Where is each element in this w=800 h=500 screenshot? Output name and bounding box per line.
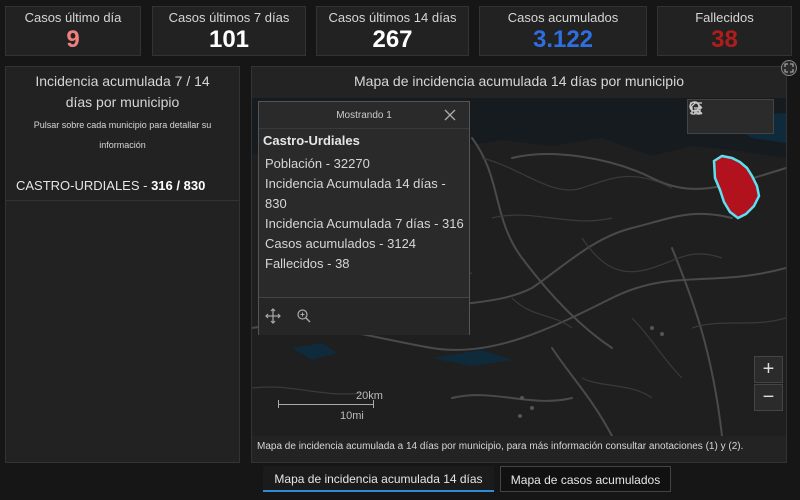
kpi-label: Casos últimos 14 días [328, 10, 457, 25]
home-button[interactable] [689, 100, 744, 133]
kpi-card-deaths: Fallecidos 38 [657, 6, 792, 56]
municipality-list-item[interactable]: CASTRO-URDIALES - 316 / 830 [16, 178, 205, 193]
popup-attribute: Fallecidos - 38 [265, 256, 350, 271]
feature-popup: Mostrando 1 Castro-Urdiales Población - … [258, 101, 470, 335]
home-icon [689, 101, 703, 115]
kpi-card-last-7-days: Casos últimos 7 días 101 [152, 6, 306, 56]
popup-attribute: Casos acumulados - 3124 [265, 236, 417, 251]
kpi-card-last-day: Casos último día 9 [5, 6, 141, 56]
kpi-label: Casos último día [24, 10, 122, 25]
kpi-card-last-14-days: Casos últimos 14 días 267 [316, 6, 469, 56]
popup-header: Mostrando 1 [259, 102, 469, 129]
expand-button[interactable] [781, 60, 797, 76]
kpi-value: 9 [66, 26, 80, 53]
popup-attribute: Población - 32270 [265, 156, 370, 171]
map-title: Mapa de incidencia acumulada 14 días por… [354, 73, 684, 89]
kpi-value: 3.122 [532, 26, 594, 53]
popup-attributes: Población - 32270 Incidencia Acumulada 1… [265, 154, 469, 274]
kpi-label: Casos últimos 7 días [168, 10, 290, 25]
scale-km-label: 20km [356, 390, 383, 402]
popup-title: Castro-Urdiales [263, 133, 360, 148]
scale-mi-label: 10mi [340, 410, 364, 422]
popup-attribute: Incidencia Acumulada 7 días - 316 [265, 216, 464, 231]
close-icon[interactable] [442, 107, 458, 123]
map-caption: Mapa de incidencia acumulada a 14 días p… [257, 441, 744, 452]
kpi-value: 38 [711, 26, 738, 53]
municipality-list-panel: Incidencia acumulada 7 / 14 días por mun… [5, 66, 240, 201]
kpi-value: 267 [372, 26, 413, 53]
municipality-name: CASTRO-URDIALES - [16, 178, 152, 193]
list-scroll-area [5, 201, 240, 463]
zoom-to-icon[interactable] [296, 308, 312, 324]
panel-title: Incidencia acumulada 7 / 14 días por mun… [35, 73, 210, 110]
zoom-in-button[interactable]: + [754, 356, 783, 383]
popup-count: Mostrando 1 [336, 110, 392, 121]
map-toolbar [687, 99, 774, 134]
kpi-value: 101 [208, 26, 250, 53]
highlighted-municipality[interactable] [712, 154, 761, 220]
municipality-values: 316 / 830 [151, 178, 206, 193]
popup-attribute: Incidencia Acumulada 14 días - 830 [265, 176, 446, 211]
scale-bar [278, 400, 374, 408]
kpi-card-accumulated: Casos acumulados 3.122 [479, 6, 647, 56]
list-icon [690, 102, 702, 114]
panel-subtitle: Pulsar sobre cada municipio para detalla… [33, 120, 212, 150]
tab-accumulated-map[interactable]: Mapa de casos acumulados [500, 466, 671, 492]
zoom-out-button[interactable]: − [754, 384, 783, 411]
pan-to-icon[interactable] [265, 308, 281, 324]
kpi-label: Fallecidos [695, 10, 754, 25]
popup-footer [259, 297, 469, 335]
legend-button[interactable] [690, 100, 773, 133]
expand-icon [784, 63, 794, 73]
tab-incidence-map[interactable]: Mapa de incidencia acumulada 14 días [263, 466, 494, 492]
kpi-label: Casos acumulados [507, 10, 619, 25]
